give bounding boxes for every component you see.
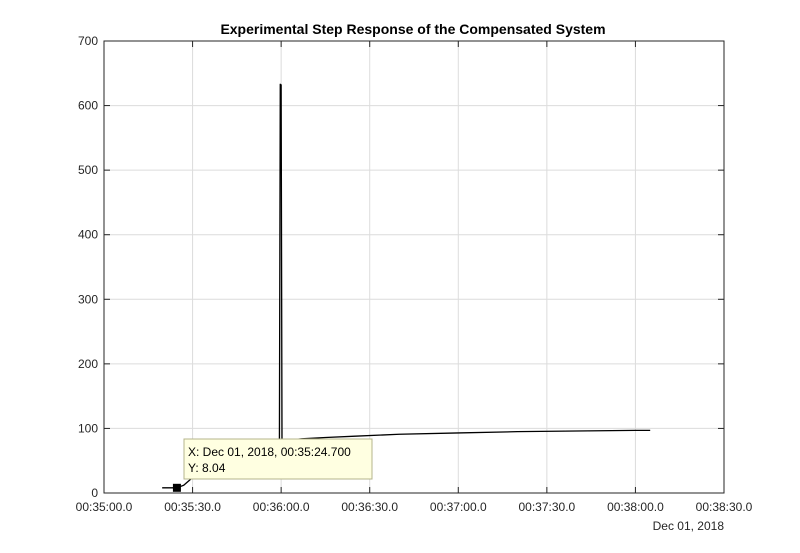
y-tick-label: 400: [78, 228, 98, 242]
x-tick-label: 00:37:30.0: [518, 500, 575, 514]
datatip[interactable]: X: Dec 01, 2018, 00:35:24.700 Y: 8.04: [172, 438, 373, 492]
datatip-y-text: Y: 8.04: [188, 461, 226, 475]
x-tick-label: 00:36:00.0: [253, 500, 310, 514]
y-tick-label: 700: [78, 34, 98, 48]
axes-box: [103, 40, 725, 494]
y-tick-label: 100: [78, 421, 98, 435]
x-tick-label: 00:35:30.0: [164, 500, 221, 514]
x-tick-label: 00:37:00.0: [430, 500, 487, 514]
date-label: Dec 01, 2018: [653, 519, 725, 533]
y-tick-label: 300: [78, 292, 98, 306]
datatip-box: [183, 438, 373, 480]
y-tick-label: 0: [91, 486, 98, 500]
chart-title: Experimental Step Response of the Compen…: [220, 21, 605, 37]
y-axis: 0 100 200 300 400 500 600 700: [78, 34, 724, 500]
x-axis: 00:35:00.0 00:35:30.0 00:36:00.0 00:36:30.0…: [76, 41, 753, 514]
y-tick-label: 600: [78, 99, 98, 113]
x-tick-label: 00:38:30.0: [696, 500, 753, 514]
x-tick-label: 00:35:00.0: [76, 500, 133, 514]
datatip-marker[interactable]: [172, 483, 181, 492]
datatip-x-text: X: Dec 01, 2018, 00:35:24.700: [188, 445, 351, 459]
x-tick-label: 00:38:00.0: [607, 500, 664, 514]
plot-area: [104, 41, 724, 493]
x-tick-label: 00:36:30.0: [341, 500, 398, 514]
y-tick-label: 200: [78, 357, 98, 371]
y-tick-label: 500: [78, 163, 98, 177]
